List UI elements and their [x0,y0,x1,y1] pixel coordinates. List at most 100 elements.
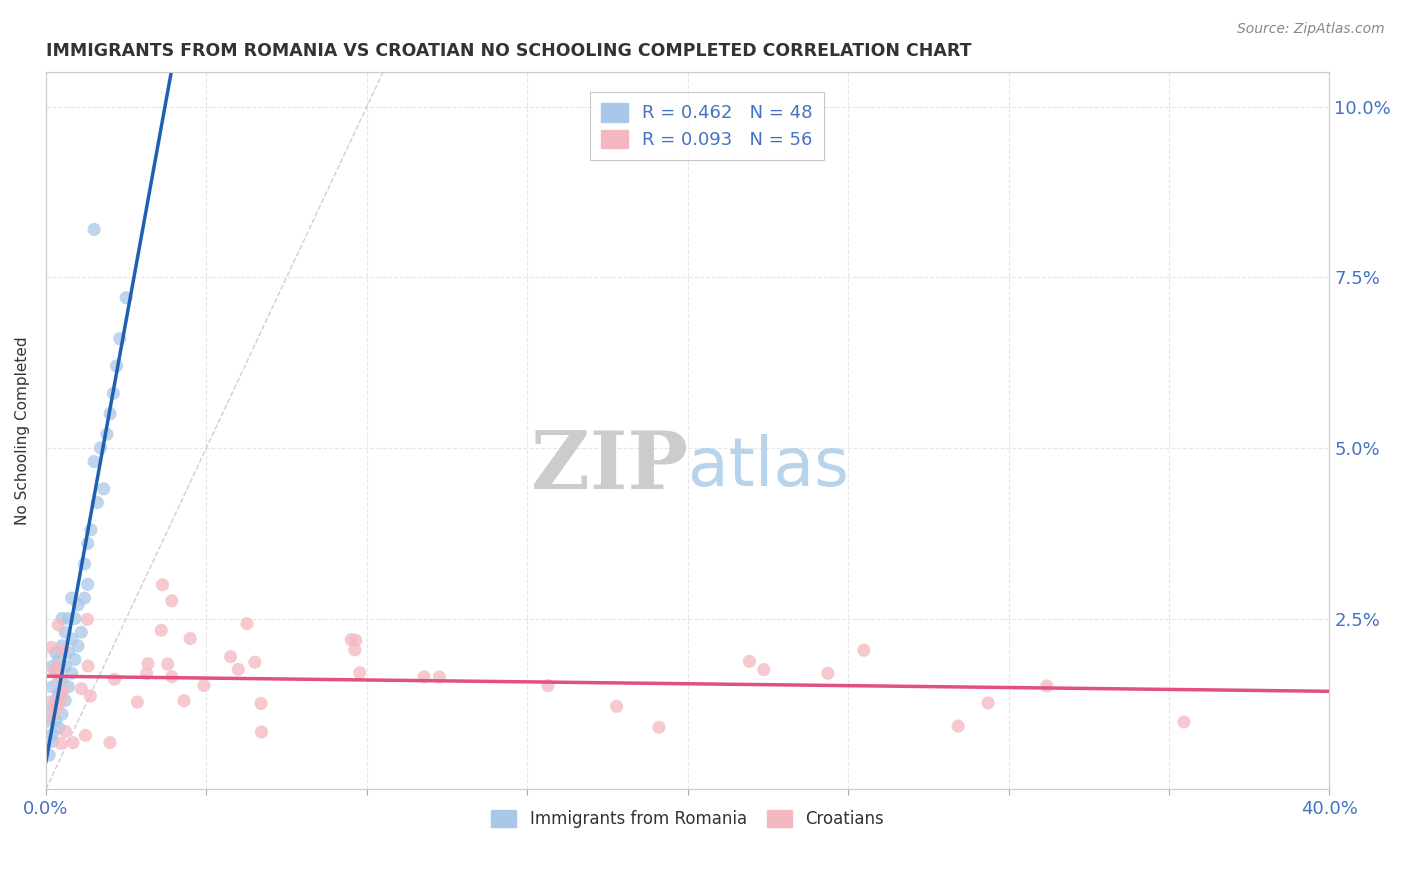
Point [45,693,67,707]
Point [60,591,83,605]
Point [226,662,249,676]
Point [537,679,560,693]
Point [48,721,70,735]
Point [53,693,76,707]
Point [51,611,73,625]
Point [46,659,69,673]
Point [41,734,63,748]
Point [93,482,115,496]
Point [70,625,93,640]
Point [343,643,366,657]
Point [45,714,67,728]
Point [60,632,83,646]
Point [173,694,195,708]
Point [76,612,98,626]
Point [52,642,75,657]
Point [38,748,60,763]
Point [62,736,84,750]
Text: ZIP: ZIP [530,427,688,506]
Point [51,688,73,702]
Point [48,687,70,701]
Point [96,427,118,442]
Point [67,598,90,612]
Point [606,699,628,714]
Point [349,665,371,680]
Point [55,724,77,739]
Point [105,359,128,373]
Point [193,679,215,693]
Text: atlas: atlas [688,434,849,500]
Text: Source: ZipAtlas.com: Source: ZipAtlas.com [1237,22,1385,37]
Point [45,646,67,660]
Point [75,728,97,742]
Point [135,666,157,681]
Point [103,673,125,687]
Point [58,646,80,660]
Point [46,618,69,632]
Point [115,291,138,305]
Point [41,659,63,673]
Point [86,495,108,509]
Point [83,222,105,236]
Point [41,680,63,694]
Point [236,616,259,631]
Point [152,578,174,592]
Point [51,707,73,722]
Point [60,666,83,681]
Point [79,689,101,703]
Point [80,523,103,537]
Point [48,670,70,684]
Point [179,632,201,646]
Point [98,736,121,750]
Point [243,655,266,669]
Text: IMMIGRANTS FROM ROMANIA VS CROATIAN NO SCHOOLING COMPLETED CORRELATION CHART: IMMIGRANTS FROM ROMANIA VS CROATIAN NO S… [46,42,972,60]
Point [977,696,1000,710]
Point [53,659,76,673]
Point [58,680,80,694]
Point [70,681,93,696]
Point [49,736,72,750]
Point [67,639,90,653]
Point [340,632,363,647]
Point [250,725,273,739]
Point [73,557,96,571]
Point [41,709,63,723]
Point [53,625,76,640]
Point [752,663,775,677]
Point [648,720,671,734]
Point [83,454,105,468]
Point [413,670,436,684]
Point [38,714,60,728]
Point [160,670,183,684]
Point [41,728,63,742]
Point [219,649,242,664]
Point [1036,679,1059,693]
Point [58,611,80,625]
Point [44,664,66,678]
Point [45,666,67,681]
Point [51,639,73,653]
Point [77,659,100,673]
Point [41,700,63,714]
Point [160,593,183,607]
Point [39,640,62,655]
Legend: Immigrants from Romania, Croatians: Immigrants from Romania, Croatians [485,803,890,835]
Point [946,719,969,733]
Point [89,441,111,455]
Point [45,701,67,715]
Point [738,654,761,668]
Point [98,407,121,421]
Point [49,695,72,709]
Point [103,386,125,401]
Point [136,657,159,671]
Point [39,695,62,709]
Point [852,643,875,657]
Point [1173,714,1195,729]
Point [817,666,839,681]
Point [150,624,173,638]
Point [76,577,98,591]
Point [52,683,75,698]
Point [76,536,98,550]
Point [51,673,73,687]
Point [156,657,179,671]
